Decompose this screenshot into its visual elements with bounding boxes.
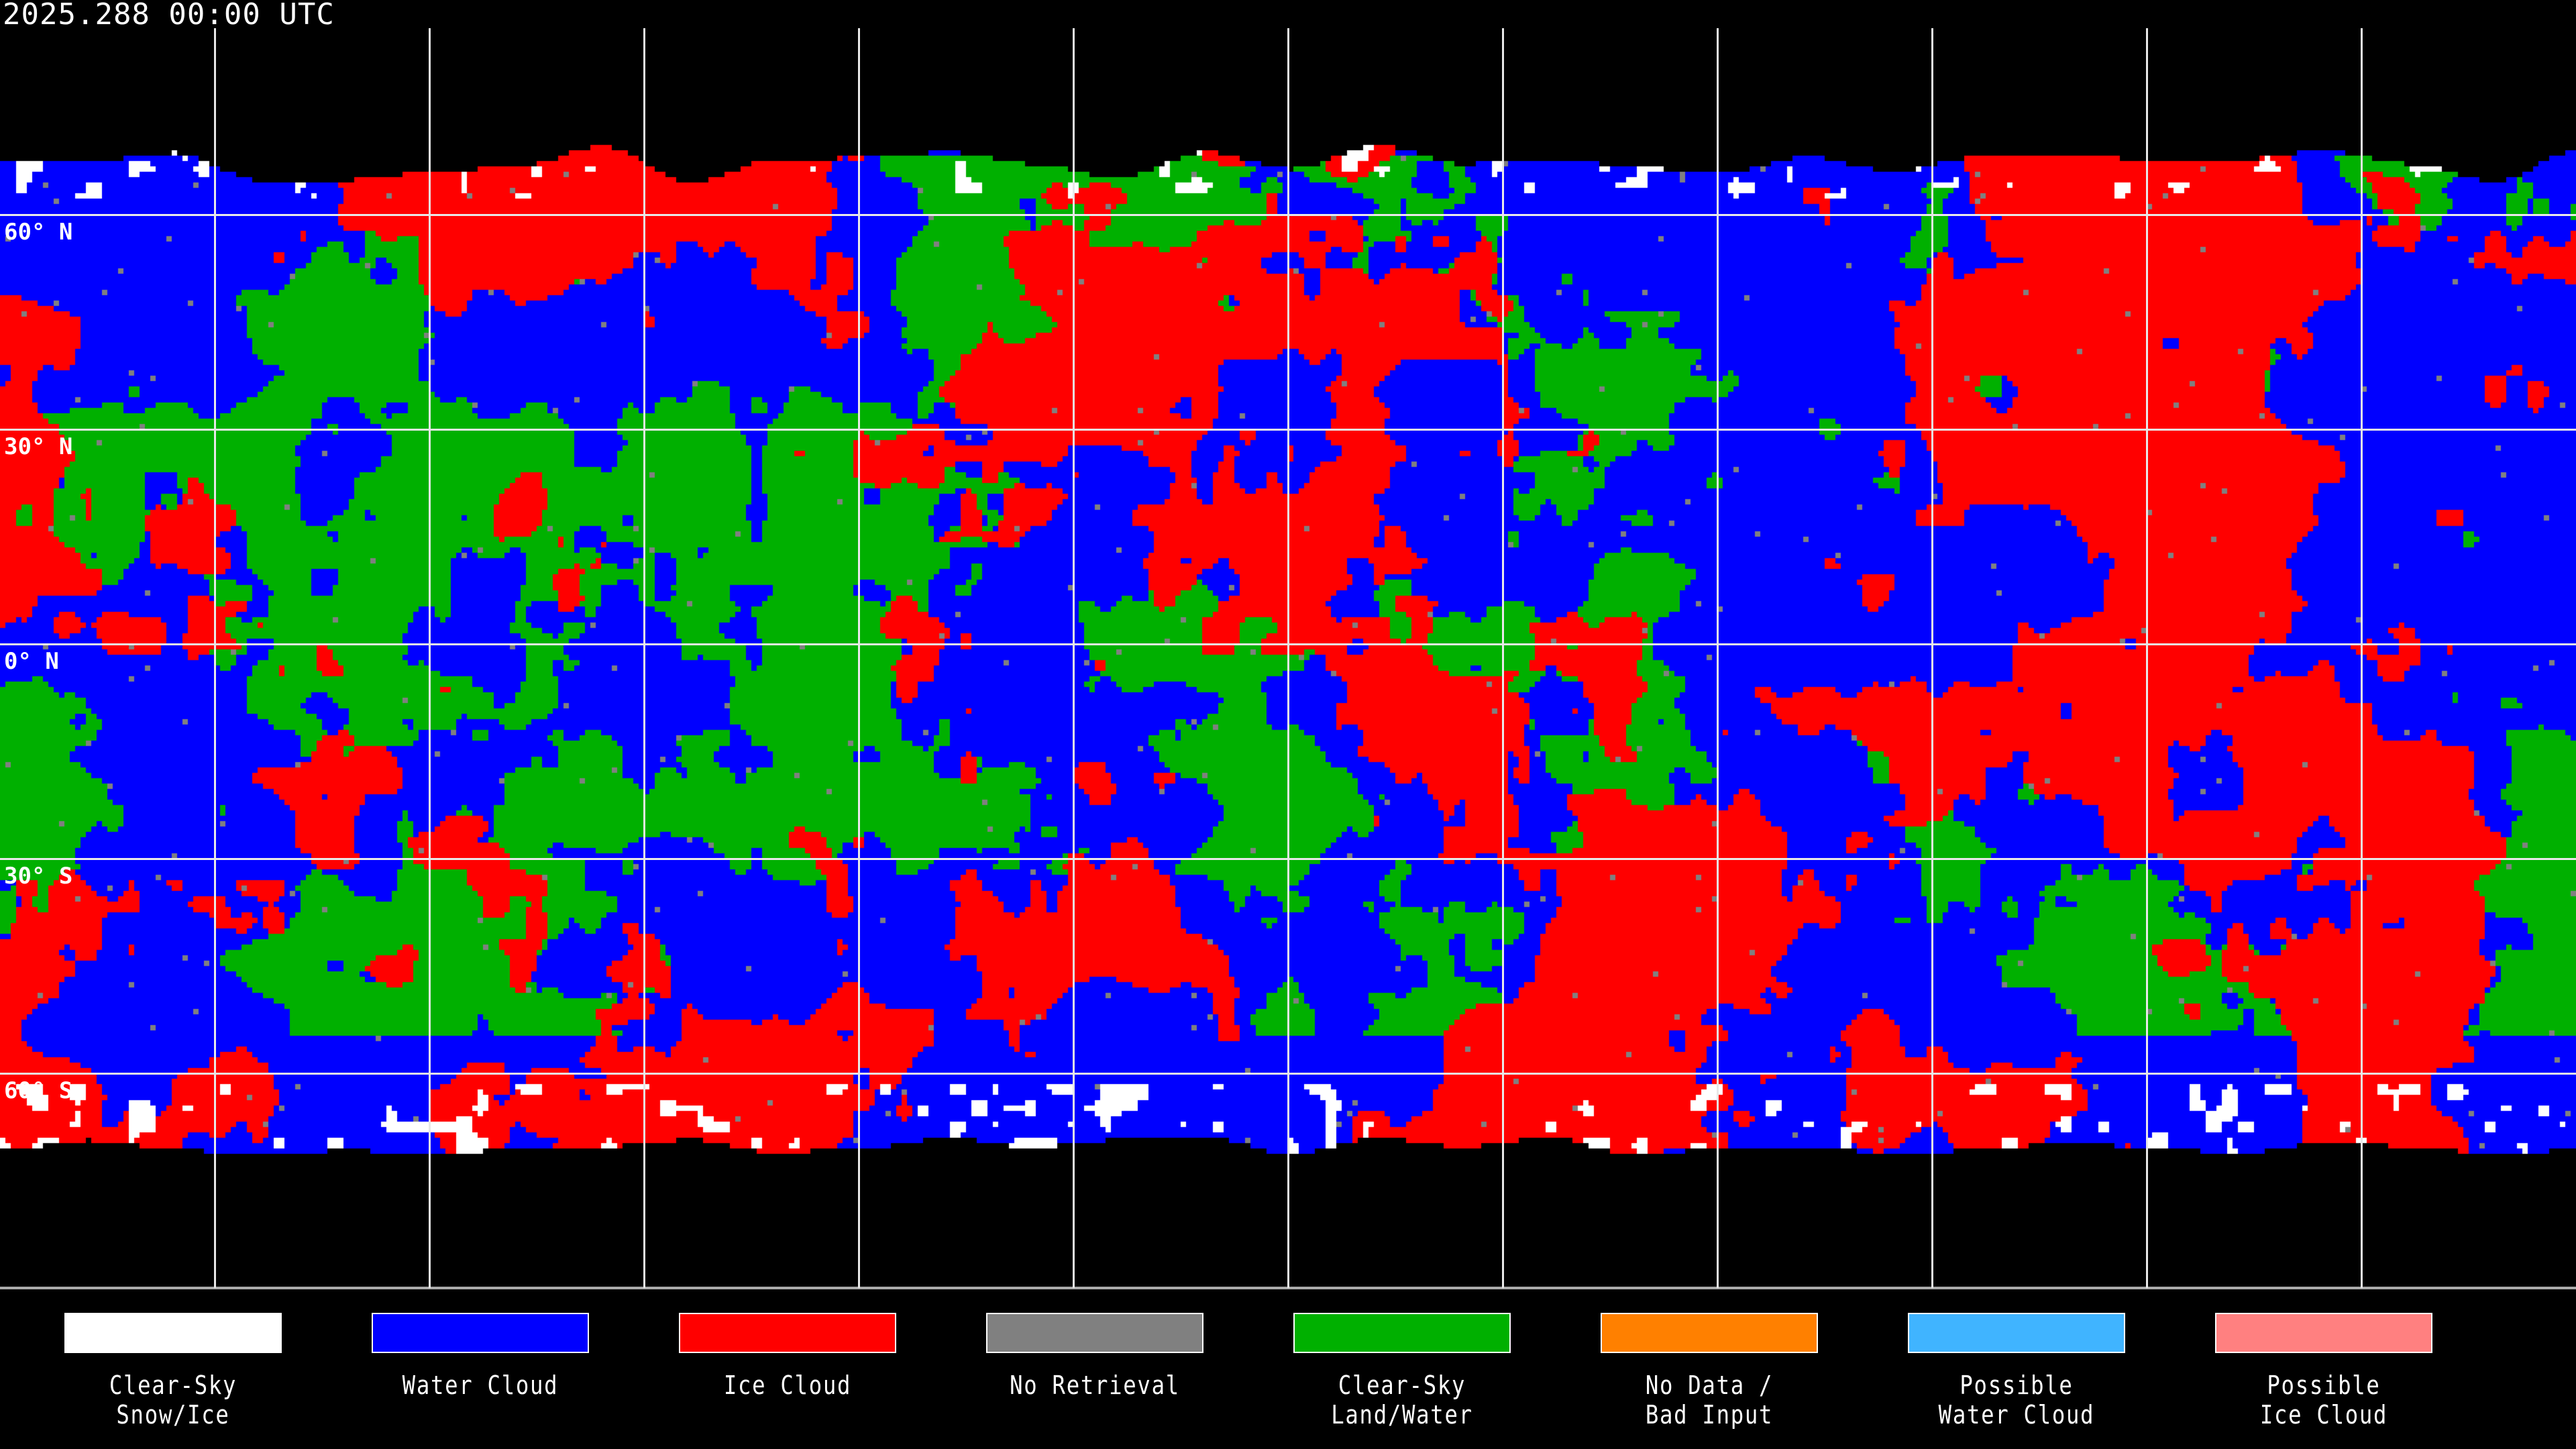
legend-swatch — [2215, 1313, 2432, 1353]
latitude-gridline — [0, 214, 2576, 216]
longitude-gridline — [2361, 28, 2363, 1288]
longitude-gridline — [214, 28, 216, 1288]
legend-item-no-data: No Data / Bad Input — [1601, 1313, 1818, 1430]
legend-item-clear-sky-land-water: Clear-Sky Land/Water — [1293, 1313, 1511, 1430]
legend-label: Clear-Sky Snow/Ice — [109, 1371, 237, 1430]
timestamp-title: 2025.288 00:00 UTC — [3, 0, 335, 32]
lat-label-60s: 60° S — [4, 1077, 73, 1104]
longitude-gridline — [2146, 28, 2148, 1288]
legend-swatch — [679, 1313, 896, 1353]
lat-label-30n: 30° N — [4, 433, 73, 460]
cloud-phase-map: 2025.288 00:00 UTC 60° N 30° N 0° N 30° … — [0, 0, 2576, 1288]
latitude-gridline — [0, 643, 2576, 645]
legend-item-possible-ice-cloud: Possible Ice Cloud — [2215, 1313, 2432, 1430]
latitude-gridline — [0, 429, 2576, 431]
longitude-gridline — [858, 28, 860, 1288]
lat-label-30s: 30° S — [4, 863, 73, 890]
legend-label: No Retrieval — [1010, 1371, 1180, 1400]
longitude-gridline — [429, 28, 431, 1288]
legend-swatch — [1293, 1313, 1511, 1353]
legend-label: Possible Water Cloud — [1938, 1371, 2095, 1430]
longitude-gridline — [643, 28, 645, 1288]
longitude-gridline — [1287, 28, 1289, 1288]
legend-label: No Data / Bad Input — [1645, 1371, 1774, 1430]
latitude-gridline — [0, 1073, 2576, 1075]
legend-item-possible-water-cloud: Possible Water Cloud — [1908, 1313, 2125, 1430]
legend-swatch — [1908, 1313, 2125, 1353]
legend-swatch — [372, 1313, 589, 1353]
legend-label: Possible Ice Cloud — [2259, 1371, 2388, 1430]
legend-label: Ice Cloud — [723, 1371, 852, 1400]
legend-item-water-cloud: Water Cloud — [372, 1313, 589, 1400]
map-bottom-border — [0, 1287, 2576, 1289]
longitude-gridline — [1073, 28, 1075, 1288]
longitude-gridline — [1502, 28, 1504, 1288]
lat-label-60n: 60° N — [4, 219, 73, 246]
legend-label: Water Cloud — [402, 1371, 559, 1400]
legend-item-ice-cloud: Ice Cloud — [679, 1313, 896, 1400]
longitude-gridline — [1931, 28, 1933, 1288]
legend-swatch — [64, 1313, 282, 1353]
legend-item-clear-sky-snow-ice: Clear-Sky Snow/Ice — [64, 1313, 282, 1430]
lat-label-0n: 0° N — [4, 648, 59, 675]
longitude-gridline — [1717, 28, 1719, 1288]
legend-item-no-retrieval: No Retrieval — [986, 1313, 1203, 1400]
legend-swatch — [986, 1313, 1203, 1353]
latitude-gridline — [0, 858, 2576, 860]
legend-swatch — [1601, 1313, 1818, 1353]
legend-label: Clear-Sky Land/Water — [1331, 1371, 1473, 1430]
